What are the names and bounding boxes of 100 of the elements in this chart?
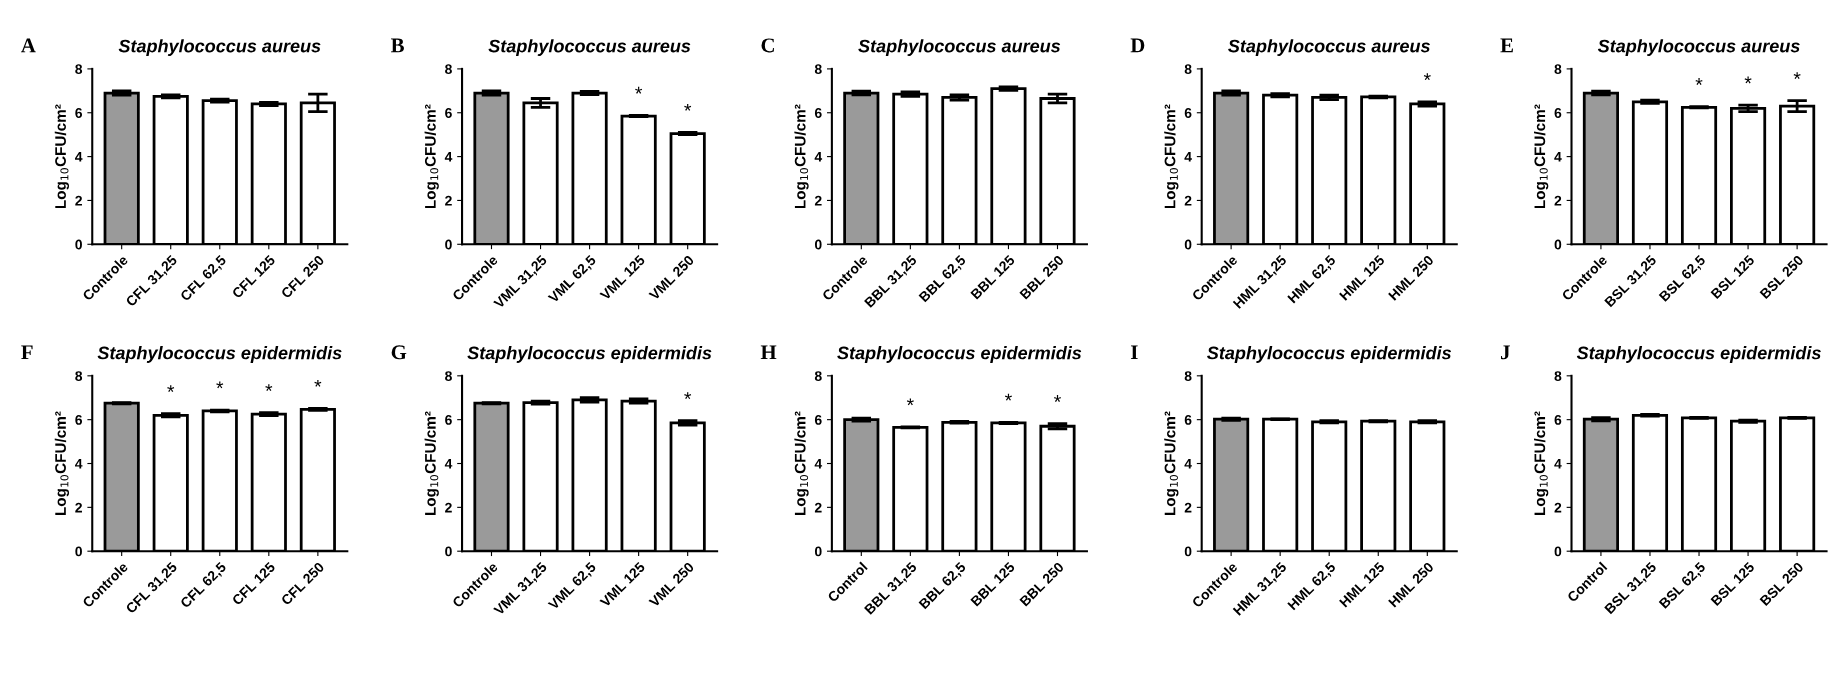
x-tick-label: CFL 250 [280, 254, 325, 299]
y-tick-label: 0 [814, 239, 822, 250]
x-tick-label: BBL 250 [1019, 561, 1065, 607]
y-axis-title: Log$_{10}$CFU/cm² [1533, 104, 1549, 209]
y-tick-label: 0 [1554, 239, 1562, 250]
y-tick-label: 8 [445, 371, 452, 381]
y-axis-title: Log$_{10}$CFU/cm² [1164, 104, 1179, 209]
y-tick-label: 2 [814, 195, 822, 206]
y-axis-title: Log$_{10}$CFU/cm² [54, 411, 70, 516]
chart-title: Staphylococcus epidermidis [1576, 346, 1821, 363]
annotation: * [1793, 72, 1801, 79]
annotation: * [684, 392, 692, 400]
y-tick-label: 6 [814, 108, 822, 118]
y-axis-title: Log$_{10}$CFU/cm² [1164, 411, 1179, 516]
y-tick-label: 4 [444, 458, 453, 469]
y-tick-label: 8 [75, 64, 83, 75]
y-tick-label: 6 [1554, 108, 1562, 118]
y-tick-label: 4 [814, 152, 823, 162]
y-tick-label: 8 [814, 64, 822, 75]
y-tick-label: 8 [1184, 64, 1192, 75]
annotation: * [1695, 78, 1703, 85]
y-axis-title: Log$_{10}$CFU/cm² [424, 411, 439, 516]
y-tick-label: 4 [1184, 152, 1192, 162]
text: H [760, 345, 777, 360]
y-axis-title: Log$_{10}$CFU/cm² [794, 104, 809, 209]
x-tick-label: VML 250 [648, 561, 695, 608]
y-axis-title: Log$_{10}$CFU/cm² [794, 411, 809, 516]
text: B [391, 38, 404, 53]
y-tick-label: 8 [445, 64, 452, 75]
chart-title: Staphylococcus aureus [1228, 39, 1430, 56]
chart-title: Staphylococcus epidermidis [837, 346, 1082, 363]
x-tick-label: BSL 125 [1710, 254, 1756, 300]
y-tick-label: 2 [1554, 502, 1562, 513]
chart-title: Staphylococcus epidermidis [97, 346, 342, 363]
y-tick-label: 4 [1184, 458, 1192, 469]
annotation: * [216, 381, 224, 389]
text: J [1501, 345, 1510, 360]
y-tick-label: 2 [75, 195, 82, 206]
x-tick-label: VML 125 [599, 254, 646, 301]
y-tick-label: 4 [1554, 458, 1562, 469]
text: F [21, 345, 33, 360]
y-tick-label: 0 [1554, 546, 1562, 557]
x-tick-label: BBL 125 [970, 561, 1016, 607]
y-tick-label: 4 [444, 152, 453, 162]
y-tick-label: 0 [1184, 239, 1192, 250]
y-tick-label: 2 [814, 502, 822, 513]
annotation: * [635, 86, 643, 94]
y-tick-label: 6 [1554, 415, 1562, 425]
y-tick-label: 2 [1184, 502, 1192, 513]
x-tick-label: BSL 250 [1759, 254, 1804, 300]
annotation: * [1744, 76, 1752, 84]
y-axis-title: Log$_{10}$CFU/cm² [54, 104, 70, 209]
x-tick-label: VML 125 [599, 561, 646, 608]
annotation: * [314, 379, 322, 387]
chart-title: Staphylococcus aureus [488, 39, 691, 56]
annotation: * [1054, 395, 1061, 402]
y-tick-label: 2 [1554, 195, 1562, 206]
chart-title: Staphylococcus aureus [118, 39, 321, 56]
text: C [761, 38, 774, 53]
annotation: * [684, 103, 692, 111]
y-axis-title: Log$_{10}$CFU/cm² [1533, 411, 1549, 516]
y-tick-label: 0 [814, 546, 822, 557]
chart-title: Staphylococcus epidermidis [1207, 346, 1452, 363]
y-tick-label: 4 [1554, 152, 1562, 162]
y-tick-label: 6 [1184, 108, 1192, 118]
y-tick-label: 4 [814, 458, 823, 469]
x-tick-label: BBL 250 [1019, 254, 1065, 300]
y-tick-label: 2 [445, 502, 452, 513]
y-tick-label: 6 [1184, 415, 1192, 425]
y-tick-label: 0 [1184, 546, 1192, 557]
y-tick-label: 8 [1184, 371, 1192, 381]
chart-title: Staphylococcus epidermidis [467, 346, 712, 363]
annotation: * [167, 385, 175, 393]
y-tick-label: 6 [75, 415, 83, 425]
y-tick-label: 8 [1554, 371, 1562, 381]
x-tick-label: CFL 250 [280, 561, 325, 606]
y-tick-label: 8 [75, 371, 83, 381]
y-tick-label: 0 [445, 546, 452, 557]
x-tick-label: CFL 125 [231, 254, 276, 299]
text: G [391, 345, 407, 360]
x-tick-label: BBL 125 [970, 254, 1016, 300]
x-tick-label: CFL 125 [231, 561, 276, 606]
text: I [1130, 345, 1138, 360]
y-tick-label: 0 [75, 546, 82, 557]
text: D [1130, 38, 1145, 53]
text: E [1500, 38, 1513, 53]
annotation: * [265, 384, 273, 391]
annotation: * [906, 398, 914, 406]
y-tick-label: 0 [445, 239, 452, 250]
y-tick-label: 6 [445, 415, 452, 425]
y-tick-label: 4 [75, 152, 83, 162]
y-tick-label: 8 [1554, 64, 1562, 75]
x-tick-label: BSL 125 [1710, 561, 1756, 607]
y-tick-label: 8 [814, 371, 822, 381]
annotation: * [1423, 73, 1431, 81]
y-axis-title: Log$_{10}$CFU/cm² [424, 104, 439, 209]
x-tick-label: VML 250 [648, 254, 695, 301]
y-tick-label: 2 [1184, 195, 1192, 206]
annotation: * [1004, 393, 1012, 401]
chart-title: Staphylococcus aureus [1597, 39, 1800, 56]
